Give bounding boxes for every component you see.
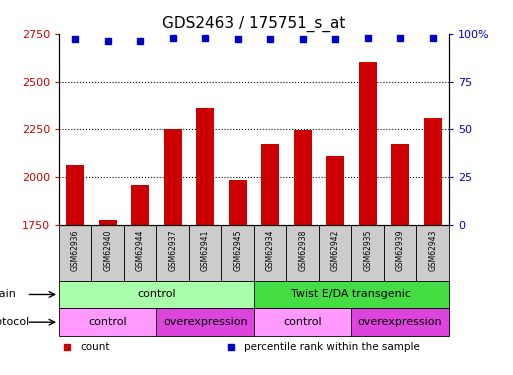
Text: count: count	[81, 342, 110, 352]
Bar	[424, 118, 442, 225]
Bar	[66, 165, 84, 225]
Text: GSM62936: GSM62936	[71, 230, 80, 271]
Bar	[391, 144, 409, 225]
Bar	[189, 225, 222, 280]
Text: Twist E/DA transgenic: Twist E/DA transgenic	[291, 290, 411, 300]
Bar	[91, 225, 124, 280]
Bar	[384, 225, 417, 280]
Bar	[196, 108, 214, 225]
Text: GSM62941: GSM62941	[201, 230, 210, 271]
Text: GSM62939: GSM62939	[396, 230, 405, 271]
Text: protocol: protocol	[0, 317, 30, 327]
Bar	[99, 220, 116, 225]
Text: control: control	[88, 317, 127, 327]
Text: control: control	[137, 290, 176, 300]
Bar	[326, 156, 344, 225]
Bar	[286, 225, 319, 280]
Bar	[229, 180, 247, 225]
Bar	[254, 308, 351, 336]
Text: GSM62934: GSM62934	[266, 230, 274, 271]
Text: strain: strain	[0, 290, 16, 300]
Bar	[124, 225, 156, 280]
Text: GSM62942: GSM62942	[331, 230, 340, 271]
Bar	[156, 308, 254, 336]
Bar	[254, 280, 449, 308]
Bar	[59, 225, 91, 280]
Bar	[351, 225, 384, 280]
Bar	[319, 225, 351, 280]
Bar	[254, 225, 286, 280]
Bar	[164, 129, 182, 225]
Bar	[59, 308, 156, 336]
Text: control: control	[283, 317, 322, 327]
Bar	[417, 225, 449, 280]
Bar	[156, 225, 189, 280]
Text: GSM62938: GSM62938	[298, 230, 307, 271]
Bar	[222, 225, 254, 280]
Bar	[294, 130, 311, 225]
Bar	[131, 185, 149, 225]
Text: overexpression: overexpression	[358, 317, 442, 327]
Title: GDS2463 / 175751_s_at: GDS2463 / 175751_s_at	[162, 16, 346, 32]
Bar	[59, 280, 254, 308]
Text: GSM62935: GSM62935	[363, 230, 372, 271]
Text: GSM62944: GSM62944	[136, 230, 145, 271]
Text: GSM62945: GSM62945	[233, 230, 242, 271]
Bar	[351, 308, 449, 336]
Text: percentile rank within the sample: percentile rank within the sample	[244, 342, 420, 352]
Text: GSM62943: GSM62943	[428, 230, 437, 271]
Text: GSM62937: GSM62937	[168, 230, 177, 271]
Text: GSM62940: GSM62940	[103, 230, 112, 271]
Text: overexpression: overexpression	[163, 317, 247, 327]
Bar	[261, 144, 279, 225]
Bar	[359, 63, 377, 225]
